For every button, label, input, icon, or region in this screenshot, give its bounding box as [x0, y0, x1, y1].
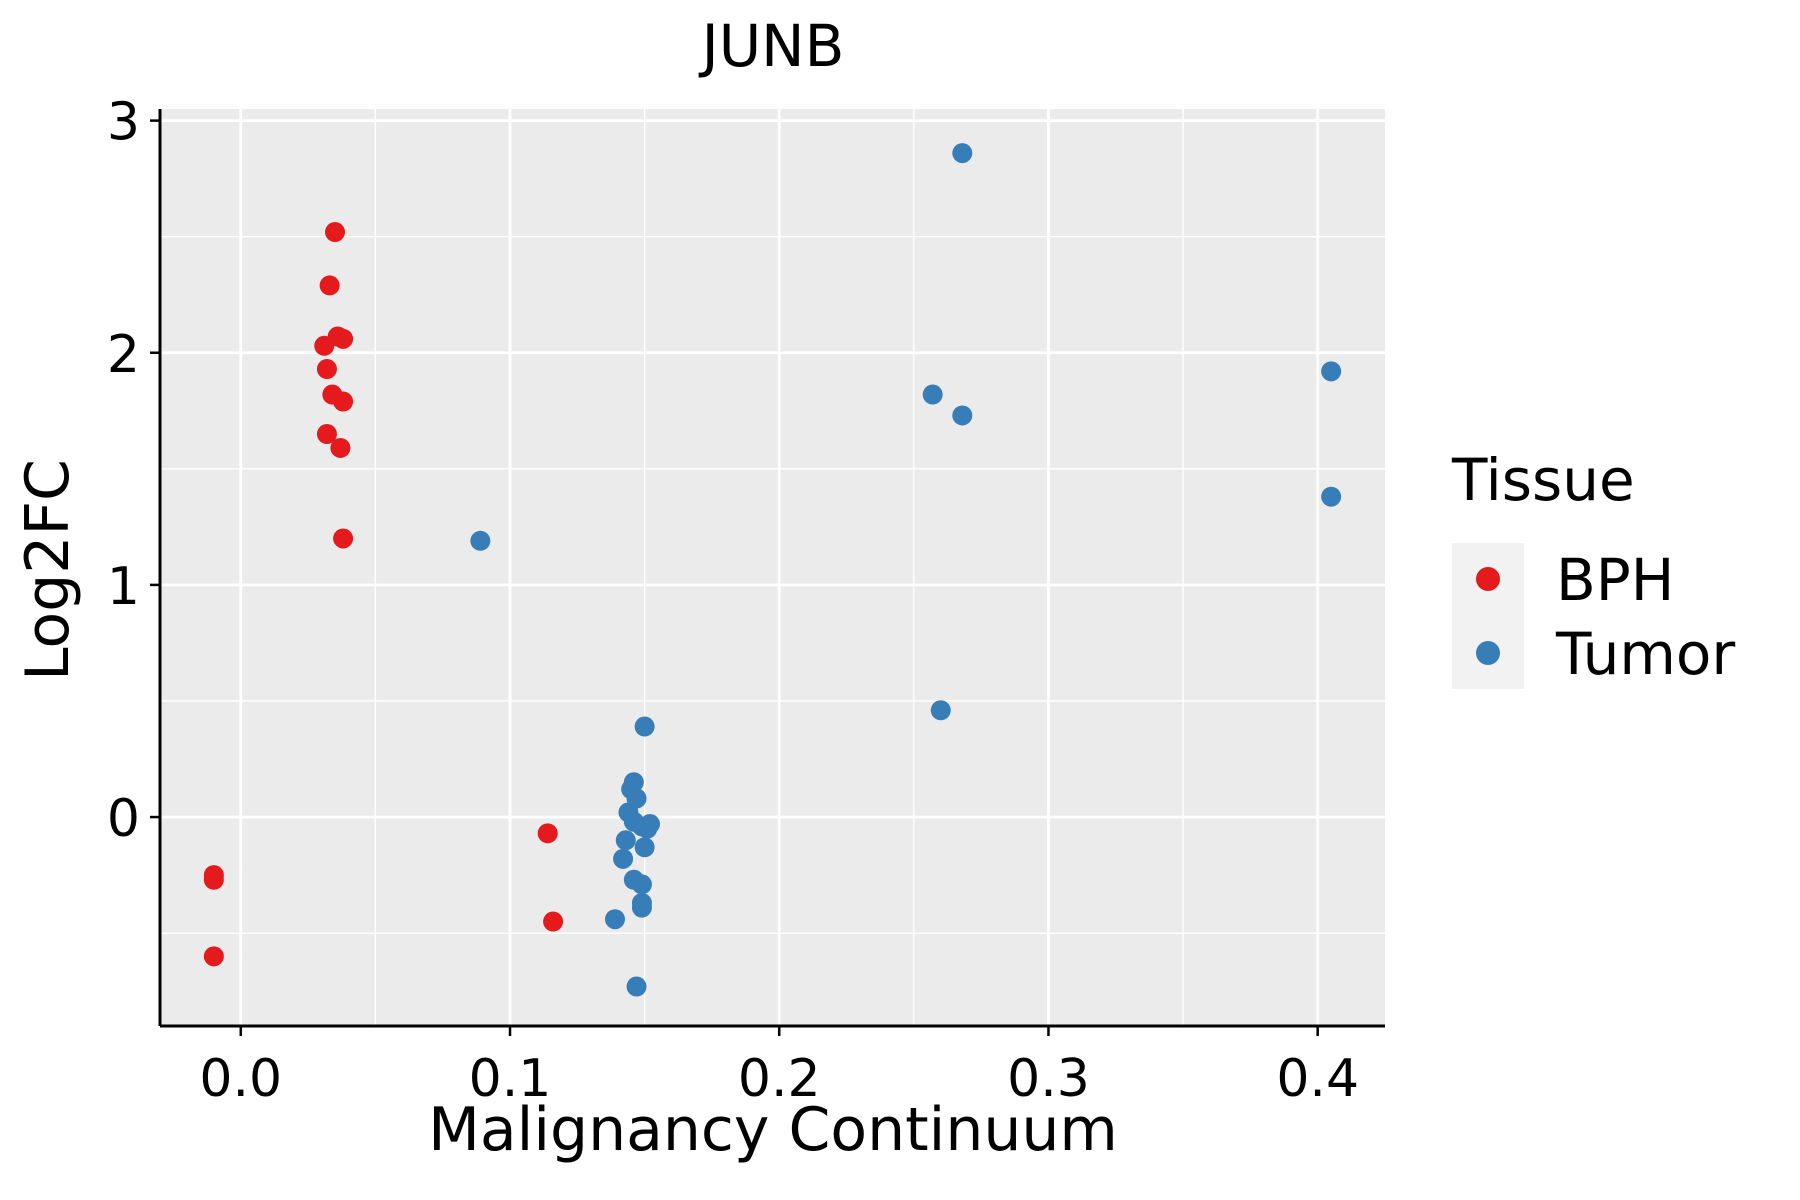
y-tick-label: 3	[107, 93, 140, 153]
data-point-bph	[333, 391, 354, 412]
data-point-tumor	[631, 897, 652, 918]
data-point-tumor	[1321, 486, 1342, 507]
x-tick-label: 0.4	[1276, 1049, 1359, 1109]
data-point-bph	[333, 528, 354, 549]
data-point-bph	[325, 222, 345, 243]
data-point-tumor	[952, 405, 973, 426]
legend-label-bph: BPH	[1556, 546, 1674, 614]
data-point-bph	[314, 335, 335, 356]
x-axis-ticks: 0.0 0.1 0.2 0.3 0.4	[199, 1026, 1359, 1109]
data-point-tumor	[470, 530, 491, 551]
data-point-bph	[330, 437, 351, 458]
legend-title: Tissue	[1451, 446, 1635, 514]
data-point-tumor	[922, 384, 943, 405]
data-point-bph	[543, 911, 564, 932]
x-axis-label: Malignancy Continuum	[428, 1095, 1118, 1165]
data-point-bph	[316, 359, 337, 380]
data-point-bph	[316, 424, 337, 445]
data-point-tumor	[615, 830, 636, 851]
legend-tumor-marker	[1476, 641, 1500, 665]
x-tick-label: 0.1	[469, 1049, 552, 1109]
data-point-tumor	[631, 874, 652, 895]
y-tick-label: 1	[107, 557, 140, 617]
data-point-tumor	[634, 716, 655, 737]
x-tick-label: 0.2	[738, 1049, 821, 1109]
data-point-bph	[319, 275, 340, 296]
y-axis-ticks: 0 1 2 3	[107, 93, 160, 849]
data-point-bph	[203, 946, 224, 967]
data-point-tumor	[634, 837, 655, 858]
y-tick-label: 0	[107, 789, 140, 849]
data-point-bph	[333, 328, 354, 349]
chart-title: JUNB	[699, 12, 845, 80]
data-point-tumor	[626, 976, 647, 997]
data-point-tumor	[1321, 361, 1342, 382]
data-point-tumor	[605, 909, 625, 930]
legend: Tissue BPH Tumor	[1451, 446, 1735, 689]
data-point-bph	[203, 869, 224, 890]
data-points	[203, 143, 1342, 997]
data-point-tumor	[930, 700, 951, 721]
x-tick-label: 0.3	[1007, 1049, 1090, 1109]
major-grid	[160, 109, 1385, 1026]
plot-panel	[160, 109, 1385, 1026]
minor-grid	[160, 109, 1385, 1026]
legend-key-background	[1452, 543, 1524, 689]
x-tick-label: 0.0	[199, 1049, 282, 1109]
data-point-tumor	[613, 848, 634, 869]
data-point-bph	[537, 823, 558, 844]
legend-bph-marker	[1476, 567, 1500, 591]
y-tick-label: 2	[107, 325, 140, 385]
legend-label-tumor: Tumor	[1555, 620, 1735, 688]
data-point-tumor	[640, 814, 660, 835]
data-point-tumor	[952, 143, 973, 164]
y-axis-label: Log2FC	[13, 459, 83, 681]
